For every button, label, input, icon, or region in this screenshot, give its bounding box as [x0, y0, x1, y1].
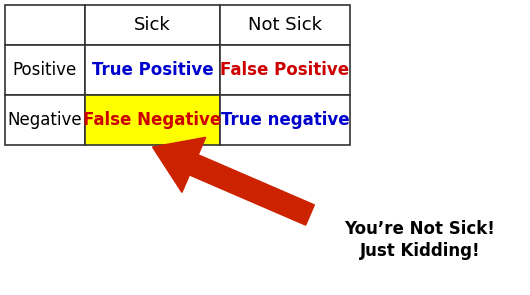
Bar	[5, 45, 85, 95]
Bar	[220, 5, 350, 45]
Bar	[85, 95, 220, 145]
Bar	[5, 5, 85, 45]
Text: False Positive: False Positive	[220, 61, 350, 79]
Bar	[220, 95, 350, 145]
Bar	[5, 95, 85, 145]
FancyArrow shape	[153, 137, 314, 225]
Text: True negative: True negative	[220, 111, 349, 129]
Bar	[85, 45, 220, 95]
Bar	[85, 5, 220, 45]
Text: Sick: Sick	[134, 16, 171, 34]
Text: Not Sick: Not Sick	[248, 16, 322, 34]
Text: False Negative: False Negative	[83, 111, 222, 129]
Text: True Positive: True Positive	[92, 61, 213, 79]
Text: Positive: Positive	[13, 61, 77, 79]
Text: You’re Not Sick!
Just Kidding!: You’re Not Sick! Just Kidding!	[344, 220, 496, 260]
Text: Negative: Negative	[8, 111, 82, 129]
Bar	[220, 45, 350, 95]
